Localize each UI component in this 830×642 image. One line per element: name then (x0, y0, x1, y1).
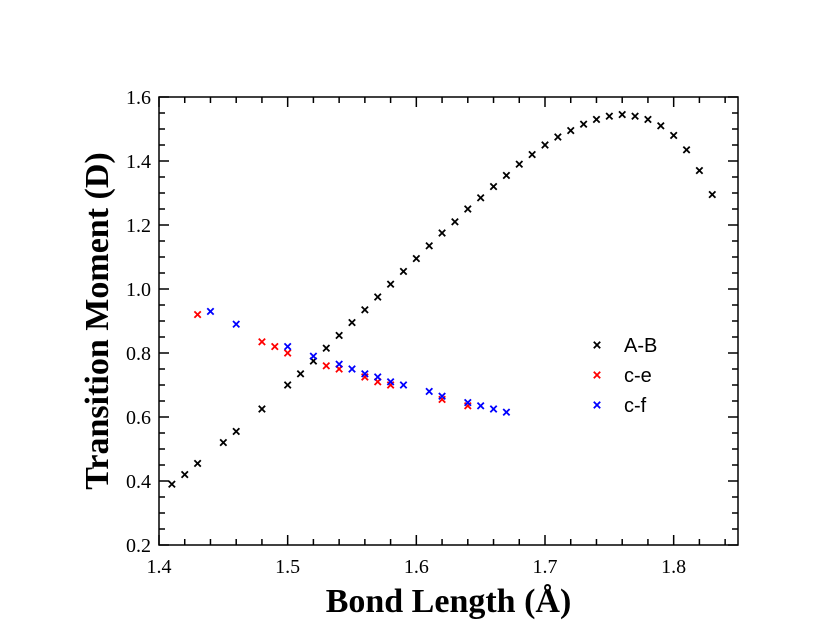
point-a-b (476, 193, 485, 202)
legend: A-B c-e c-f (593, 335, 657, 417)
point-a-b (219, 438, 228, 447)
point-a-b (348, 318, 356, 327)
point-a-b (399, 267, 408, 276)
x-axis-title: Bond Length (Å) (326, 583, 572, 620)
y-tick-label: 0.8 (126, 343, 151, 365)
y-tick-label: 0.4 (126, 471, 151, 493)
point-c-f (463, 398, 472, 407)
legend-marker-c-e (593, 371, 601, 379)
y-tick-label: 1.6 (126, 87, 151, 109)
y-axis-title: Transition Moment (D) (79, 152, 116, 489)
point-a-b (669, 131, 678, 140)
x-tick-label: 1.8 (661, 556, 686, 578)
point-a-b (579, 120, 588, 129)
tick-layer (158, 96, 738, 546)
point-a-b (554, 133, 562, 141)
point-a-b (373, 293, 382, 301)
point-a-b (232, 427, 241, 436)
point-a-b (656, 121, 665, 130)
point-c-f (386, 377, 395, 386)
y-tick-label: 0.6 (126, 407, 151, 429)
point-a-b (322, 344, 331, 353)
point-a-b (296, 369, 305, 378)
point-c-f (476, 401, 485, 410)
point-c-e (193, 310, 202, 319)
x-tick-label: 1.4 (147, 556, 172, 578)
point-c-e (322, 361, 331, 370)
point-c-f (373, 373, 382, 381)
point-c-f (438, 392, 446, 401)
point-a-b (592, 115, 601, 124)
point-c-f (232, 320, 241, 329)
point-a-b (463, 205, 472, 213)
point-a-b (515, 160, 524, 169)
legend-marker-c-f (593, 401, 601, 409)
point-a-b (566, 126, 575, 135)
point-a-b (695, 166, 704, 175)
y-tick-label: 1.0 (126, 279, 151, 301)
data-marks (168, 110, 717, 489)
point-a-b (528, 150, 536, 159)
y-tick-label: 1.2 (126, 215, 151, 237)
point-a-b (258, 405, 266, 413)
point-a-b (644, 115, 652, 124)
x-tick-label: 1.7 (533, 556, 558, 578)
point-c-e (283, 349, 292, 357)
x-tick-label: 1.6 (404, 556, 429, 578)
legend-marker-a-b (593, 341, 601, 349)
point-a-b (541, 141, 549, 149)
point-c-f (309, 352, 318, 361)
point-a-b (451, 217, 459, 226)
point-a-b (283, 381, 292, 389)
point-c-f (425, 387, 434, 396)
point-c-f (283, 342, 292, 351)
point-c-f (399, 381, 408, 389)
y-tick-label: 0.2 (126, 535, 151, 557)
point-a-b (605, 112, 614, 121)
point-a-b (631, 112, 639, 121)
point-a-b (708, 190, 717, 199)
point-a-b (386, 280, 395, 289)
point-c-e (270, 342, 279, 351)
point-a-b (335, 331, 343, 340)
legend-label-c-f: c-f (624, 395, 647, 417)
point-c-f (335, 360, 343, 369)
y-tick-label: 1.4 (126, 151, 151, 173)
point-a-b (168, 480, 176, 489)
plot-frame (158, 96, 739, 546)
point-a-b (618, 110, 627, 119)
point-a-b (438, 229, 446, 237)
point-c-e (258, 337, 266, 346)
point-c-f (361, 369, 369, 378)
tick-labels: 1.4 1.5 1.6 1.7 1.8 0.2 0.4 0.6 0.8 1.0 1.2 1.4 1.6 (126, 87, 686, 578)
point-a-b (361, 305, 369, 314)
point-c-f (502, 408, 511, 417)
x-tick-label: 1.5 (275, 556, 300, 578)
legend-label-a-b: A-B (624, 335, 657, 357)
point-a-b (193, 459, 202, 468)
legend-label-c-e: c-e (624, 365, 652, 387)
point-a-b (412, 254, 421, 263)
point-a-b (489, 182, 498, 191)
point-a-b (502, 171, 511, 180)
point-a-b (425, 241, 434, 250)
point-c-f (206, 307, 215, 316)
point-c-f (348, 365, 356, 373)
point-a-b (682, 145, 691, 154)
point-a-b (180, 470, 189, 479)
point-c-f (489, 405, 498, 413)
